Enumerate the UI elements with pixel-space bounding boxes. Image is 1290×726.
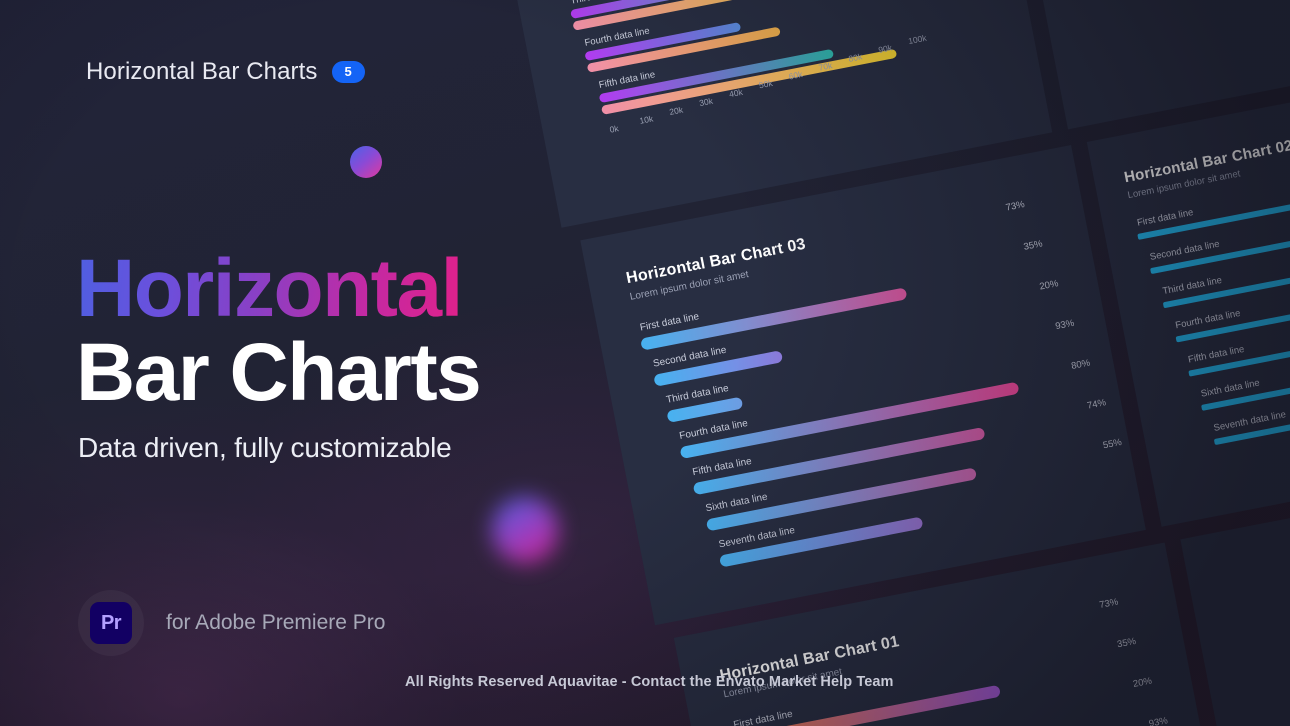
- decorative-orb-large: [492, 497, 558, 563]
- premiere-pro-logo-circle: Pr: [78, 590, 144, 656]
- decorative-orb-small: [350, 146, 382, 178]
- footer-copyright: All Rights Reserved Aquavitae - Contact …: [405, 674, 894, 690]
- page-title-line1: Horizontal: [76, 243, 463, 334]
- tagline: Data driven, fully customizable: [78, 432, 452, 463]
- variation-count-badge: 5: [331, 61, 365, 83]
- hero-content: Horizontal Bar Charts 5 Horizontal Bar C…: [0, 0, 600, 726]
- premiere-pro-icon: Pr: [90, 602, 132, 644]
- app-compatibility-row: Pr for Adobe Premiere Pro: [78, 590, 385, 656]
- page-title-line2: Bar Charts: [76, 327, 482, 418]
- eyebrow-row: Horizontal Bar Charts 5: [86, 58, 365, 86]
- eyebrow-label: Horizontal Bar Charts: [86, 58, 318, 85]
- app-compatibility-label: for Adobe Premiere Pro: [166, 611, 386, 634]
